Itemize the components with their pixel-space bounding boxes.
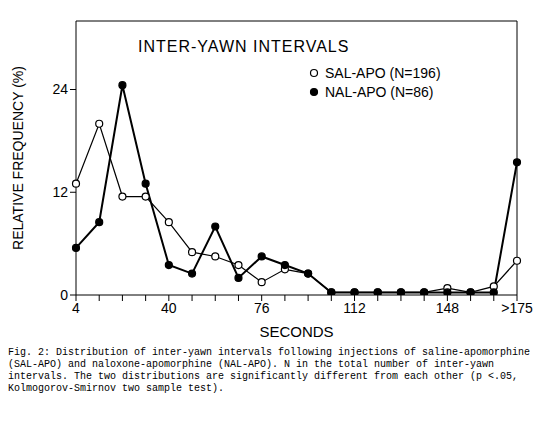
svg-text:148: 148 [436, 300, 460, 316]
html-text:NAL-APO (N=86): NAL-APO (N=86) [325, 83, 434, 100]
svg-text:>175: >175 [501, 300, 533, 316]
svg-text:RELATIVE FREQUENCY (%): RELATIVE FREQUENCY (%) [10, 66, 26, 250]
svg-text:24: 24 [52, 81, 68, 97]
html-text:SAL-APO (N=196): SAL-APO (N=196) [325, 64, 441, 81]
svg-text:40: 40 [161, 300, 177, 316]
svg-text:SECONDS: SECONDS [259, 323, 333, 340]
svg-text:12: 12 [52, 184, 68, 200]
svg-text:112: 112 [343, 300, 366, 316]
svg-text:76: 76 [254, 300, 270, 316]
svg-text:4: 4 [72, 300, 80, 316]
svg-text:0: 0 [60, 287, 68, 303]
html-text:INTER-YAWN INTERVALS: INTER-YAWN INTERVALS [138, 38, 350, 55]
html-text:Fig. 2: Distribution of inter-: Fig. 2: Distribution of inter-yawn inter… [8, 347, 531, 394]
